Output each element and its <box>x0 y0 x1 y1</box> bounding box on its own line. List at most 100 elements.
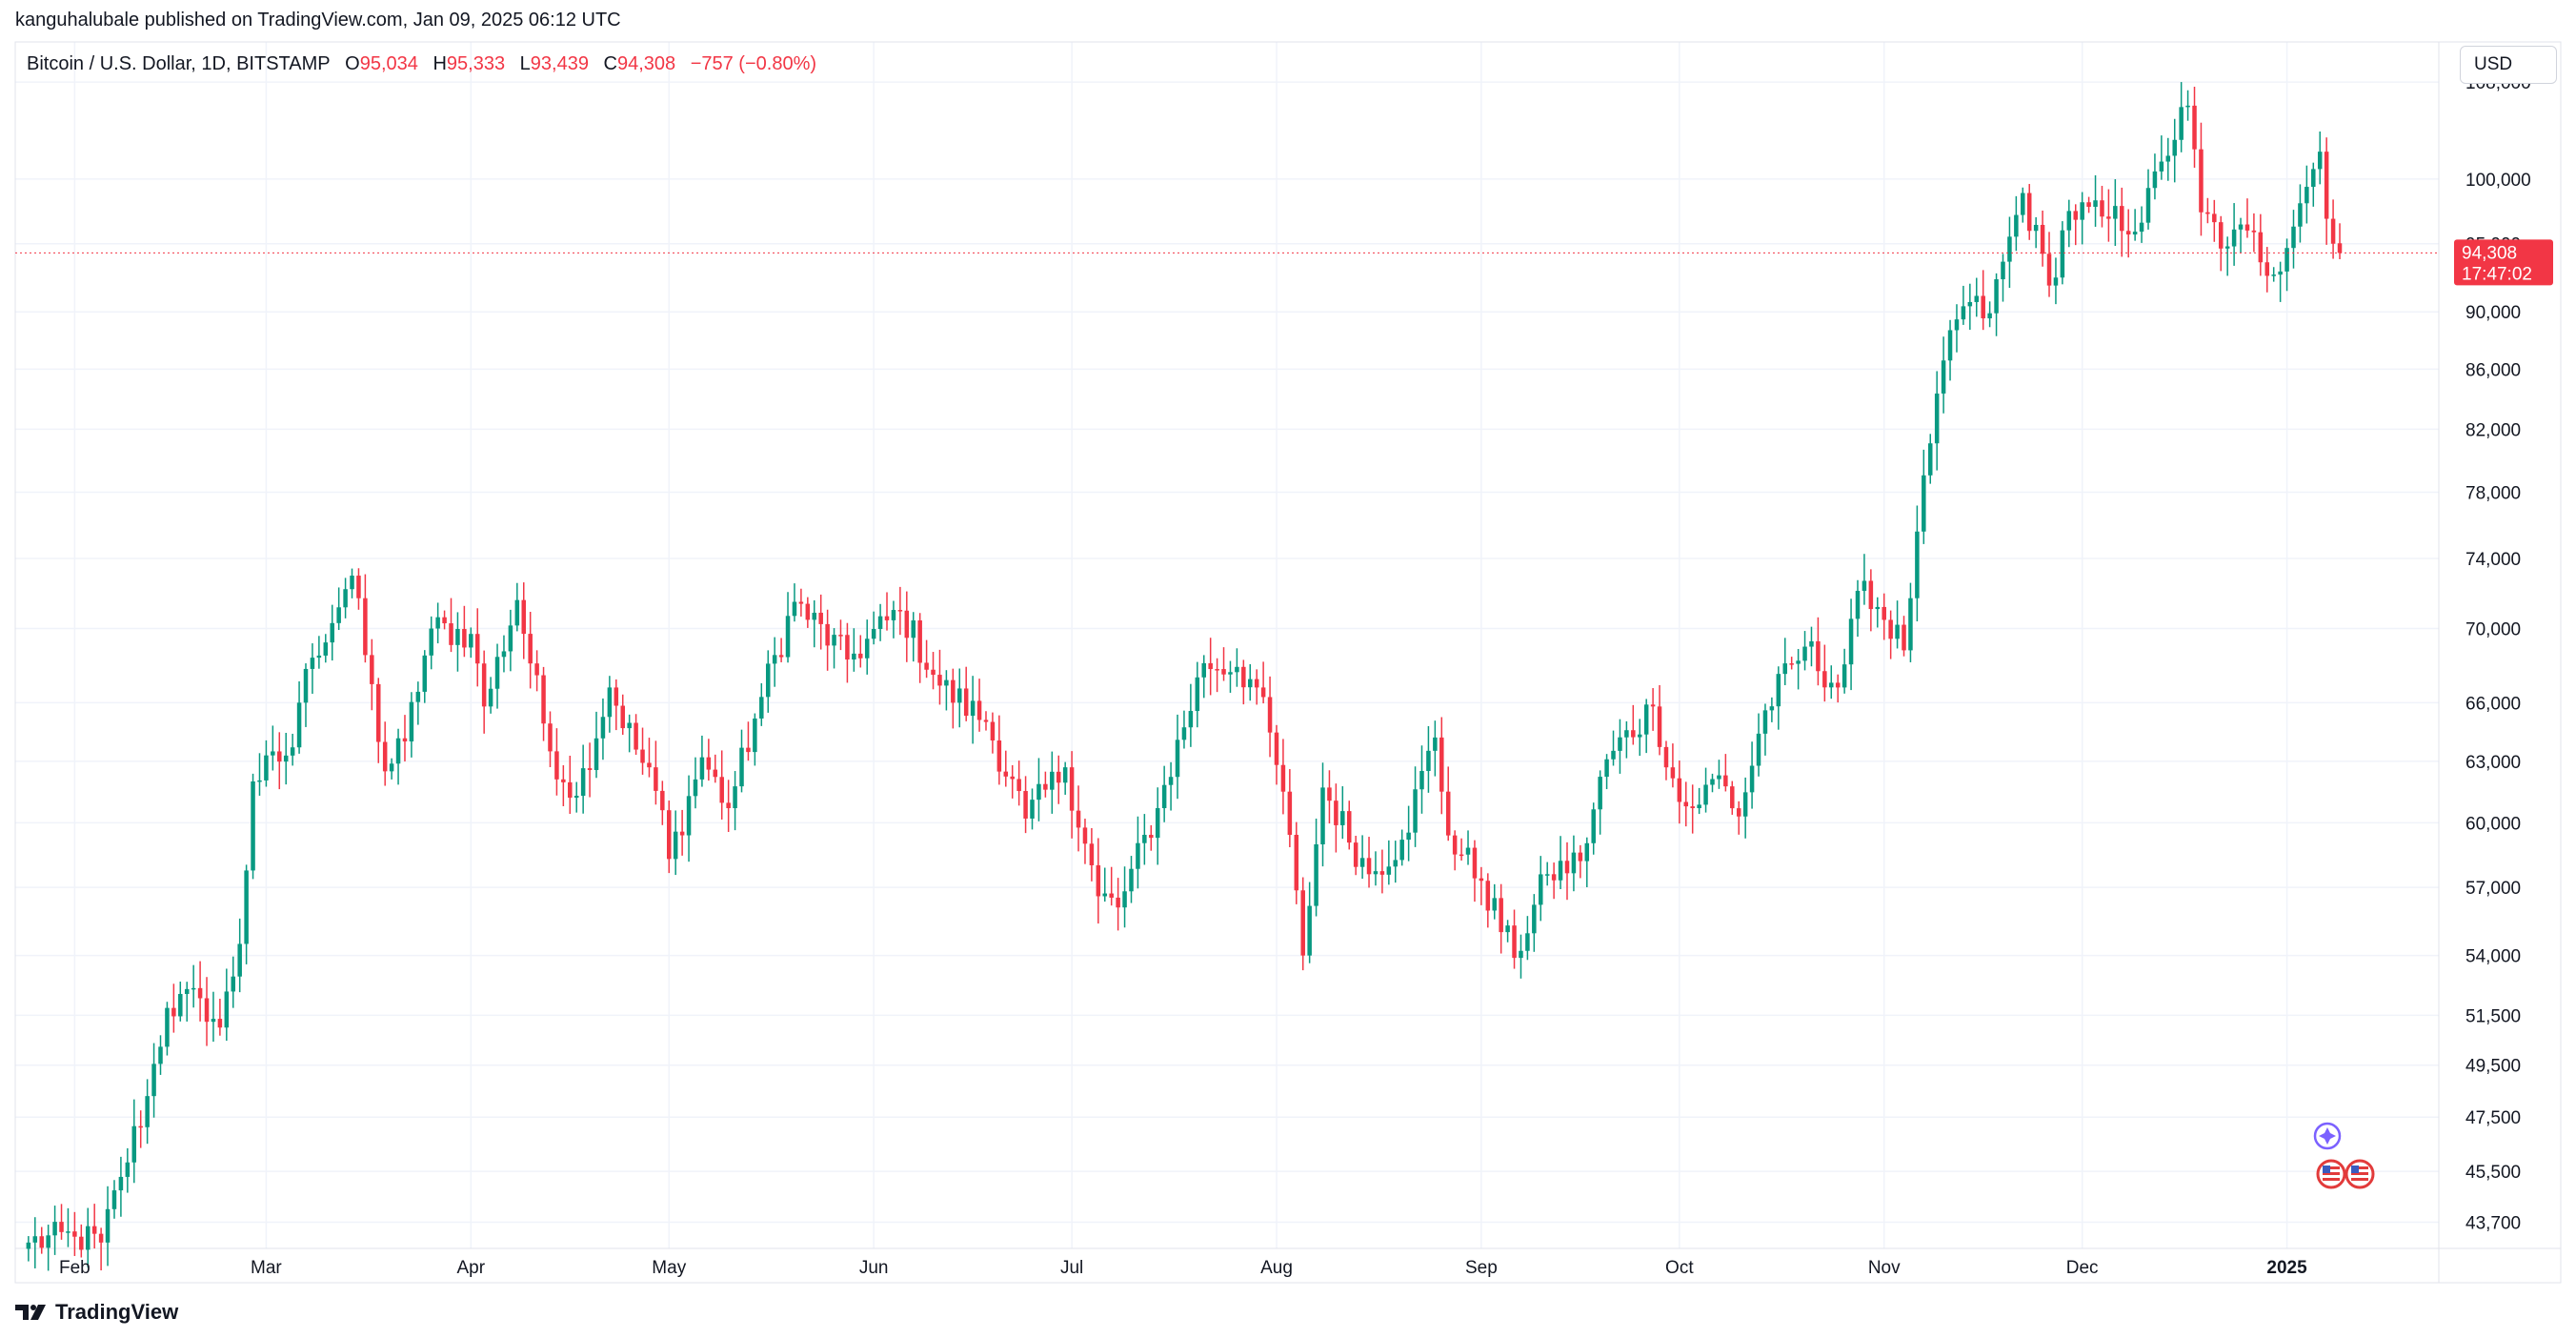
candle-body <box>924 662 929 669</box>
candle-body <box>39 1236 44 1247</box>
currency-button[interactable]: USD <box>2460 46 2557 84</box>
candle-body <box>2232 230 2237 247</box>
candle-body <box>2179 107 2184 139</box>
candle-body <box>324 642 329 656</box>
candle-body <box>1572 853 1577 874</box>
price-tick-label: 60,000 <box>2465 814 2521 834</box>
candle-body <box>726 802 731 808</box>
candle-body <box>1678 779 1682 802</box>
candle-body <box>541 676 546 724</box>
candle-body <box>1004 772 1009 777</box>
candle-body <box>1419 771 1424 789</box>
candle-body <box>225 991 230 1027</box>
candle-body <box>977 700 982 720</box>
candle-body <box>878 617 883 629</box>
candle-body <box>892 610 896 620</box>
candle-body <box>786 616 791 657</box>
candle-body <box>2126 231 2131 234</box>
candle-body <box>1169 777 1174 784</box>
candle-body <box>429 629 433 656</box>
candle-body <box>714 770 718 778</box>
candle-body <box>2298 203 2303 226</box>
candle-body <box>2120 206 2124 231</box>
candle-body <box>522 600 527 634</box>
candle-body <box>1618 738 1622 751</box>
candle-body <box>106 1209 111 1243</box>
symbol-title[interactable]: Bitcoin / U.S. Dollar, 1D, BITSTAMP <box>27 53 331 74</box>
candle-body <box>1552 874 1557 880</box>
candle-body <box>667 810 672 859</box>
open-label: O <box>345 53 360 74</box>
event-markers[interactable] <box>2315 1124 2373 1187</box>
candle-body <box>640 750 645 763</box>
candle-body <box>2225 247 2230 249</box>
candle-body <box>793 601 797 616</box>
candle-body <box>489 689 493 707</box>
candle-body <box>336 607 341 623</box>
candlestick-series <box>27 82 2343 1270</box>
candle-body <box>1598 777 1602 809</box>
time-tick-label: Oct <box>1665 1258 1694 1278</box>
candle-body <box>218 1019 223 1027</box>
candle-body <box>2166 155 2171 161</box>
candle-body <box>1016 779 1021 791</box>
candle-body <box>1987 314 1992 318</box>
time-tick-label: Feb <box>59 1258 91 1278</box>
candle-body <box>1097 865 1101 896</box>
tradingview-brand[interactable]: TradingView <box>15 1300 178 1325</box>
candle-body <box>1829 682 1834 687</box>
candle-body <box>1156 808 1160 838</box>
candle-body <box>291 747 295 756</box>
candle-body <box>931 670 936 675</box>
candle-body <box>1519 951 1523 958</box>
candle-body <box>1433 738 1438 751</box>
candle-body <box>2185 106 2190 108</box>
candle-body <box>832 635 836 645</box>
candle-body <box>198 988 203 999</box>
candle-body <box>66 1231 70 1233</box>
open-value: 95,034 <box>360 53 418 74</box>
us-flag-icon[interactable] <box>2346 1161 2373 1187</box>
price-tick-label: 100,000 <box>2465 171 2531 191</box>
candle-body <box>126 1163 131 1177</box>
candle-body <box>231 977 235 992</box>
candle-body <box>700 758 705 780</box>
candle-body <box>33 1236 38 1243</box>
candle-body <box>2338 243 2343 253</box>
candle-body <box>964 688 969 716</box>
candle-body <box>244 870 249 943</box>
candle-body <box>2014 215 2019 237</box>
candle-body <box>2054 277 2059 285</box>
candle-body <box>627 723 632 729</box>
candle-body <box>1545 874 1550 876</box>
symbol-legend: Bitcoin / U.S. Dollar, 1D, BITSTAMP O95,… <box>27 53 816 75</box>
candle-body <box>2331 219 2336 244</box>
candle-body <box>2219 222 2224 249</box>
candle-body <box>1492 898 1497 910</box>
candle-body <box>694 780 698 796</box>
candle-body <box>2133 232 2138 234</box>
candle-body <box>2146 188 2151 222</box>
candle-body <box>1763 710 1768 734</box>
price-tick-label: 66,000 <box>2465 694 2521 714</box>
candle-body <box>1703 784 1708 804</box>
candle-body <box>2041 225 2045 253</box>
candle-body <box>594 739 599 770</box>
candle-body <box>1822 671 1827 687</box>
close-value: 94,308 <box>617 53 675 74</box>
candle-body <box>1505 925 1510 932</box>
candle-body <box>72 1231 77 1237</box>
candle-body <box>1083 827 1088 843</box>
candle-body <box>1360 858 1365 866</box>
candle-body <box>462 629 467 647</box>
candle-body <box>1777 674 1781 706</box>
candle-body <box>138 1126 143 1128</box>
time-tick-label: Dec <box>2066 1258 2099 1278</box>
candle-body <box>304 669 309 702</box>
candle-body <box>1737 808 1741 817</box>
candle-body <box>2199 150 2204 213</box>
candle-body <box>1314 844 1318 906</box>
candle-body <box>1334 801 1338 825</box>
us-flag-icon[interactable] <box>2318 1161 2345 1187</box>
